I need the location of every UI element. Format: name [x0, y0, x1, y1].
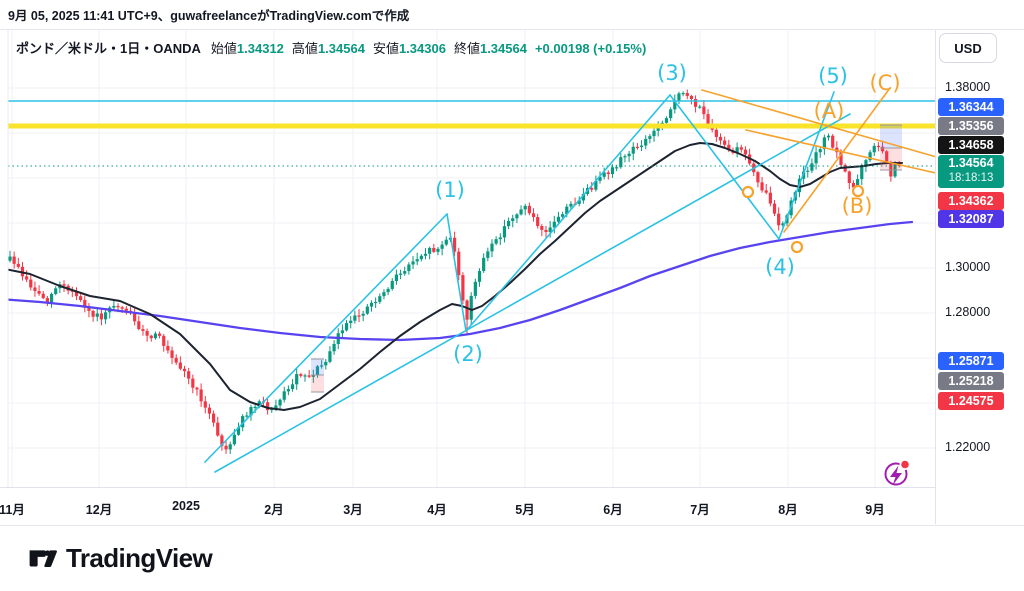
low-label: 安値 [372, 41, 399, 56]
wave-label-B[interactable]: (B) [842, 194, 873, 218]
footer-bar: TradingView [0, 525, 1024, 591]
attribution-text: 9月 05, 2025 11:41 UTC+9、guwafreelanceがTr… [8, 9, 410, 23]
time-axis-label: 2月 [264, 503, 284, 517]
price-badge: 1.24575 [938, 392, 1004, 410]
wave-label-5[interactable]: (5) [818, 64, 848, 88]
price-badge: 1.34564 18:18:13 [938, 154, 1004, 188]
wave-point-circle[interactable] [851, 184, 865, 198]
open-value: 1.34312 [236, 41, 284, 56]
slow-moving-average-line[interactable] [0, 220, 914, 342]
time-axis-label: 5月 [515, 503, 535, 517]
trend-line-wave-c-projection[interactable] [783, 87, 891, 233]
price-badge: 1.25871 [938, 352, 1004, 370]
wave-label-3[interactable]: (3) [657, 61, 687, 85]
price-badge: 1.34658 [938, 136, 1004, 154]
header-divider [0, 29, 1024, 30]
wave-label-A[interactable]: (A) [814, 99, 845, 123]
time-axis-label: 4月 [427, 503, 447, 517]
close-value: 1.34564 [479, 41, 527, 56]
wave-label-4[interactable]: (4) [765, 255, 795, 279]
change-value: +0.00198 (+0.15%) [534, 41, 647, 56]
trend-line-rising-channel-line[interactable] [214, 113, 851, 473]
wave-point-circle[interactable] [790, 240, 804, 254]
trend-line-wave-1-2[interactable] [446, 213, 467, 332]
time-axis-label: 12月 [85, 503, 113, 517]
time-axis-label: 2025 [172, 499, 200, 513]
wave-point-circle[interactable] [741, 185, 755, 199]
low-value: 1.34306 [398, 41, 446, 56]
price-badge: 1.36344 [938, 98, 1004, 116]
lightning-status-icon[interactable] [884, 459, 911, 486]
wave-label-C[interactable]: (C) [869, 71, 900, 95]
symbol-title[interactable]: ポンド／米ドル・1日・OANDA [16, 41, 201, 56]
grid-lines [8, 30, 935, 487]
price-axis[interactable]: USD 1.38000 1.30000 1.28000 1.22000 1.36344 1… [935, 30, 1024, 524]
trend-line-wave-0-1[interactable] [204, 213, 448, 463]
symbol-legend: ポンド／米ドル・1日・OANDA 始値1.34312 高値1.34564 安値1.34… [16, 38, 646, 57]
price-axis-label: 1.22000 [945, 440, 991, 454]
trend-line-wave-3-4[interactable] [669, 94, 780, 240]
price-badge: 1.25218 [938, 372, 1004, 390]
price-badge: 1.35356 [938, 117, 1004, 135]
open-label: 始値 [210, 41, 237, 56]
time-axis-label: 6月 [603, 503, 623, 517]
time-axis[interactable]: 11月 12月 2025 2月 3月 4月 5月 6月 7月 8月 9月 [0, 487, 1024, 526]
time-axis-label: 11月 [0, 503, 25, 517]
price-badge: 1.32087 [938, 210, 1004, 228]
trend-line-wave-2-3[interactable] [465, 94, 671, 332]
time-axis-label: 3月 [343, 503, 363, 517]
countdown-timer: 18:18:13 [948, 172, 994, 184]
trend-line-wave-4-5-projection[interactable] [778, 91, 835, 240]
high-value: 1.34564 [317, 41, 365, 56]
candlestick-series [8, 89, 901, 455]
high-label: 高値 [291, 41, 318, 56]
price-axis-label: 1.30000 [945, 260, 991, 274]
wave-label-1[interactable]: (1) [435, 178, 465, 202]
time-axis-label: 9月 [865, 503, 885, 517]
currency-toggle-button[interactable]: USD [939, 33, 997, 63]
tradingview-logo-glyph [29, 549, 57, 567]
tradingview-logo[interactable]: TradingView [28, 543, 213, 574]
time-axis-label: 7月 [690, 503, 710, 517]
tradingview-logo-text: TradingView [66, 543, 213, 573]
price-badge: 1.34362 [938, 192, 1004, 210]
time-axis-label: 8月 [778, 503, 798, 517]
trend-line-upper-descending-trendline[interactable] [701, 89, 940, 158]
close-label: 終値 [453, 41, 480, 56]
plot-area[interactable]: (1) (2) (3) (4) (5) (A) (B) (C) [0, 30, 940, 487]
price-axis-label: 1.28000 [945, 305, 991, 319]
price-axis-label: 1.38000 [945, 80, 991, 94]
wave-label-2[interactable]: (2) [453, 342, 483, 366]
long-position-tool-february[interactable] [311, 358, 324, 393]
